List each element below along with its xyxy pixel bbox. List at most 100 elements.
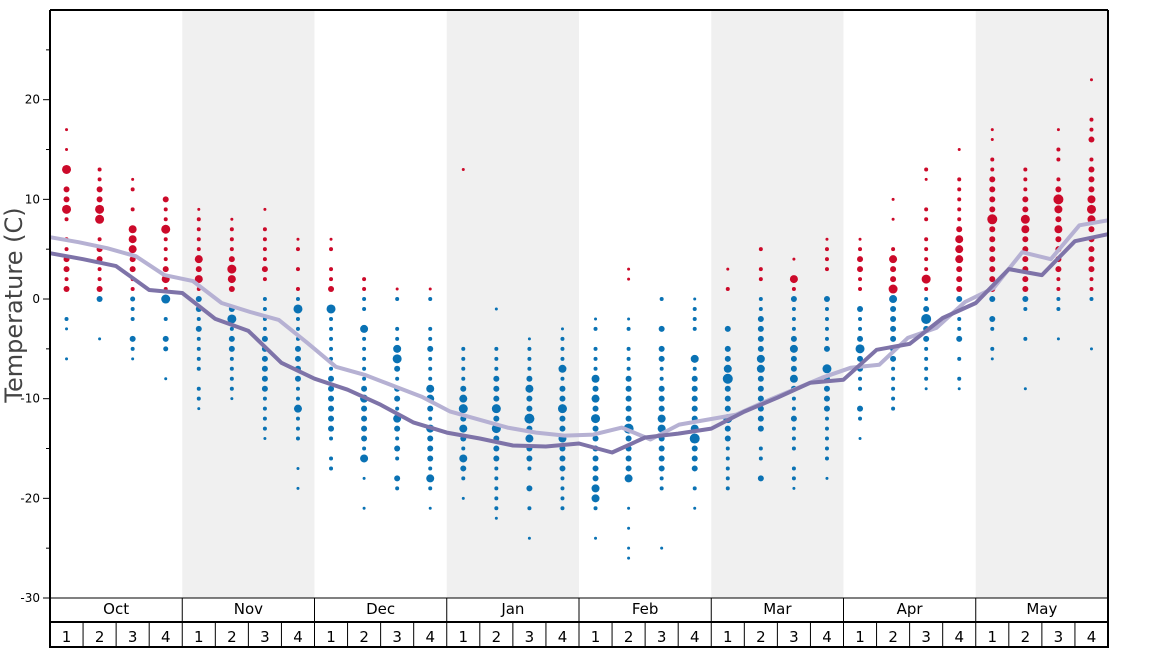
temperature-point xyxy=(361,385,368,392)
temperature-point xyxy=(725,287,730,292)
temperature-point xyxy=(627,556,631,560)
temperature-point xyxy=(594,536,598,540)
temperature-point xyxy=(394,395,401,402)
temperature-point xyxy=(459,454,468,463)
temperature-point xyxy=(228,345,235,352)
y-tick-label: -10 xyxy=(20,392,40,406)
temperature-point xyxy=(625,435,632,442)
temperature-point xyxy=(196,237,201,242)
temperature-point xyxy=(1054,225,1063,234)
temperature-point xyxy=(263,207,267,211)
temperature-point xyxy=(626,346,631,351)
temperature-point xyxy=(526,485,533,492)
temperature-point xyxy=(263,437,267,441)
temperature-point xyxy=(559,455,566,462)
temperature-point xyxy=(196,386,201,391)
week-label: 2 xyxy=(888,628,898,646)
temperature-point xyxy=(526,395,533,402)
temperature-point xyxy=(924,177,928,181)
temperature-point xyxy=(195,296,202,303)
temperature-point xyxy=(229,227,234,232)
temperature-point xyxy=(494,486,499,491)
temperature-point xyxy=(393,344,402,353)
temperature-point xyxy=(295,426,300,431)
temperature-point xyxy=(791,476,796,481)
temperature-point xyxy=(989,196,996,203)
temperature-point xyxy=(560,336,565,341)
temperature-point xyxy=(1022,236,1029,243)
temperature-point xyxy=(525,434,534,443)
week-label: 4 xyxy=(558,628,568,646)
temperature-point xyxy=(593,356,598,361)
temperature-point xyxy=(295,297,300,302)
temperature-point xyxy=(361,415,368,422)
week-label: 3 xyxy=(128,628,138,646)
temperature-point xyxy=(362,356,367,361)
temperature-point xyxy=(362,446,367,451)
temperature-point xyxy=(361,405,368,412)
temperature-point xyxy=(97,277,102,282)
temperature-point xyxy=(395,376,400,381)
temperature-point xyxy=(891,386,896,391)
temperature-point xyxy=(659,297,664,302)
temperature-point xyxy=(791,287,796,292)
temperature-point xyxy=(295,436,300,441)
temperature-point xyxy=(328,385,335,392)
temperature-point xyxy=(824,257,829,262)
week-label: 3 xyxy=(525,628,535,646)
temperature-point xyxy=(658,455,665,462)
temperature-point xyxy=(63,266,70,273)
temperature-point xyxy=(360,454,369,463)
temperature-point xyxy=(957,177,962,182)
temperature-point xyxy=(990,357,994,361)
temperature-point xyxy=(1089,297,1094,302)
temperature-point xyxy=(626,366,631,371)
temperature-point xyxy=(957,197,962,202)
temperature-point xyxy=(757,335,764,342)
week-label: 4 xyxy=(822,628,832,646)
temperature-point xyxy=(726,267,730,271)
temperature-point xyxy=(989,276,996,283)
temperature-point xyxy=(494,506,499,511)
temperature-point xyxy=(1089,127,1094,132)
temperature-point xyxy=(196,336,201,341)
temperature-point xyxy=(329,247,334,252)
temperature-point xyxy=(262,227,267,232)
temperature-point xyxy=(1088,246,1095,253)
temperature-point xyxy=(262,426,267,431)
temperature-point xyxy=(825,476,829,480)
week-label: 2 xyxy=(227,628,237,646)
temperature-point xyxy=(987,214,998,225)
temperature-point xyxy=(196,366,201,371)
temperature-point xyxy=(1053,194,1064,205)
temperature-point xyxy=(791,426,796,431)
temperature-point xyxy=(295,416,300,421)
temperature-point xyxy=(64,277,69,282)
temperature-point xyxy=(756,354,765,363)
temperature-point xyxy=(659,476,664,481)
temperature-point xyxy=(428,416,433,421)
series-line-1 xyxy=(49,218,1109,442)
temperature-point xyxy=(891,197,895,201)
temperature-point xyxy=(791,406,796,411)
temperature-point xyxy=(890,276,897,283)
temperature-point xyxy=(1089,287,1094,292)
temperature-point xyxy=(428,486,433,491)
week-label: 3 xyxy=(921,628,931,646)
temperature-point xyxy=(196,346,201,351)
temperature-point xyxy=(329,336,334,341)
temperature-point xyxy=(227,275,236,284)
temperature-point xyxy=(957,187,962,192)
temperature-point xyxy=(262,247,267,252)
temperature-point xyxy=(1089,157,1094,162)
temperature-point xyxy=(989,296,996,303)
temperature-point xyxy=(791,396,796,401)
temperature-point xyxy=(293,304,303,314)
temperature-point xyxy=(428,506,432,510)
temperature-point xyxy=(459,424,468,433)
temperature-point xyxy=(1023,306,1028,311)
temperature-point xyxy=(890,315,897,322)
month-label-nov: Nov xyxy=(234,600,263,618)
temperature-point xyxy=(858,376,863,381)
